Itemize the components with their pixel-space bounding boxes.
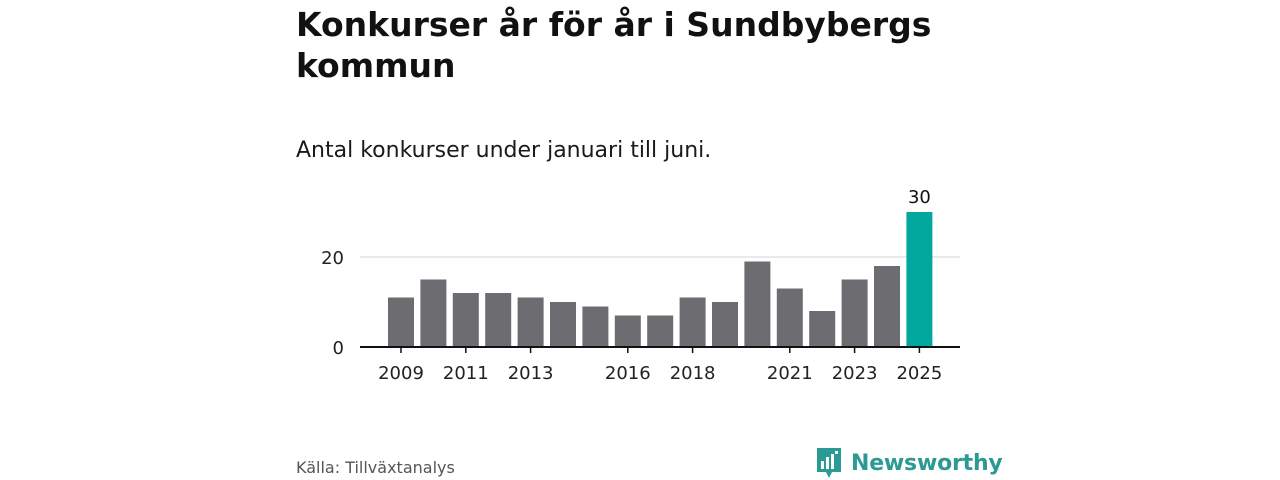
bar-2011 (452, 293, 479, 347)
brand-logo: Newsworthy (815, 446, 1003, 480)
bar-2024 (874, 266, 900, 347)
x-tick-label: 2018 (670, 363, 716, 384)
bar-2014 (550, 302, 576, 347)
bar-2022 (809, 311, 836, 347)
y-axis-ticks: 0 20 (321, 248, 344, 359)
data-label-2025: 30 (908, 187, 931, 208)
x-tick-label: 2025 (896, 363, 942, 384)
x-tick-label: 2016 (605, 363, 651, 384)
chart-title: Konkurser år för år i Sundbybergs kommun (296, 5, 932, 85)
x-tick-label: 2009 (378, 363, 424, 384)
y-tick-label: 20 (321, 248, 344, 269)
bar-2019 (712, 302, 738, 347)
newsworthy-logo-icon (817, 448, 841, 478)
x-tick-label: 2021 (767, 363, 813, 384)
bar-2012 (485, 293, 512, 347)
bar-2015 (582, 306, 609, 347)
bar-chart: 0 20 30 2009 2011 2013 2016 2018 2021 2023 2025 (321, 187, 960, 384)
x-tick-label: 2013 (508, 363, 554, 384)
bar-2016 (614, 315, 641, 347)
bar-2017 (647, 315, 674, 347)
x-tick-label: 2023 (832, 363, 878, 384)
chart-subtitle: Antal konkurser under januari till juni. (296, 138, 712, 163)
y-tick-label: 0 (333, 338, 344, 359)
bars (388, 212, 933, 347)
bar-2013 (517, 297, 544, 347)
bar-2023 (841, 279, 868, 347)
bar-2010 (420, 279, 447, 347)
data-labels: 30 (908, 187, 931, 208)
bar-2009 (388, 297, 414, 347)
source-note: Källa: Tillväxtanalys (296, 458, 455, 477)
bar-2020 (744, 261, 771, 347)
brand-name: Newsworthy (851, 450, 1003, 476)
bar-2018 (679, 297, 706, 347)
x-tick-label: 2011 (443, 363, 489, 384)
x-axis-ticks: 2009 2011 2013 2016 2018 2021 2023 2025 (378, 347, 942, 384)
bar-2021 (776, 288, 803, 347)
bar-2025 (906, 212, 933, 347)
